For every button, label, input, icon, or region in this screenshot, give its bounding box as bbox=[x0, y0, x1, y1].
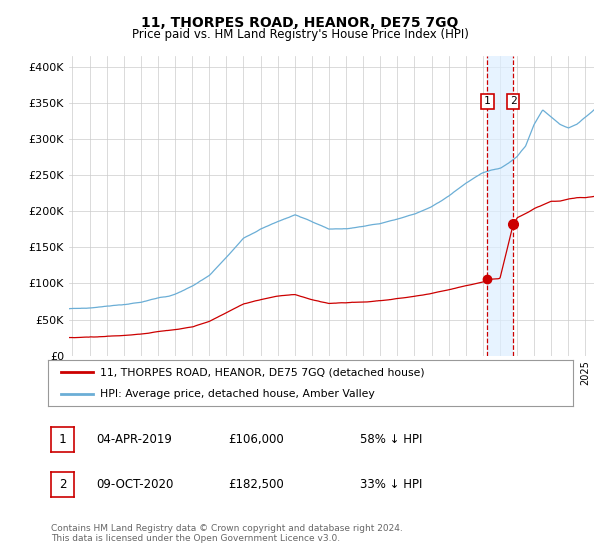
Bar bbox=[487, 56, 513, 356]
Text: 1: 1 bbox=[484, 96, 491, 106]
Text: 11, THORPES ROAD, HEANOR, DE75 7GQ: 11, THORPES ROAD, HEANOR, DE75 7GQ bbox=[142, 16, 458, 30]
Text: HPI: Average price, detached house, Amber Valley: HPI: Average price, detached house, Ambe… bbox=[101, 389, 375, 399]
Text: 04-APR-2019: 04-APR-2019 bbox=[96, 433, 172, 446]
Text: £182,500: £182,500 bbox=[228, 478, 284, 491]
Text: £106,000: £106,000 bbox=[228, 433, 284, 446]
Text: 2: 2 bbox=[59, 478, 66, 491]
Text: 2: 2 bbox=[510, 96, 517, 106]
Text: 1: 1 bbox=[59, 433, 66, 446]
Text: Price paid vs. HM Land Registry's House Price Index (HPI): Price paid vs. HM Land Registry's House … bbox=[131, 28, 469, 41]
Text: 58% ↓ HPI: 58% ↓ HPI bbox=[360, 433, 422, 446]
Text: Contains HM Land Registry data © Crown copyright and database right 2024.
This d: Contains HM Land Registry data © Crown c… bbox=[51, 524, 403, 543]
Text: 09-OCT-2020: 09-OCT-2020 bbox=[96, 478, 173, 491]
Text: 33% ↓ HPI: 33% ↓ HPI bbox=[360, 478, 422, 491]
Text: 11, THORPES ROAD, HEANOR, DE75 7GQ (detached house): 11, THORPES ROAD, HEANOR, DE75 7GQ (deta… bbox=[101, 367, 425, 377]
